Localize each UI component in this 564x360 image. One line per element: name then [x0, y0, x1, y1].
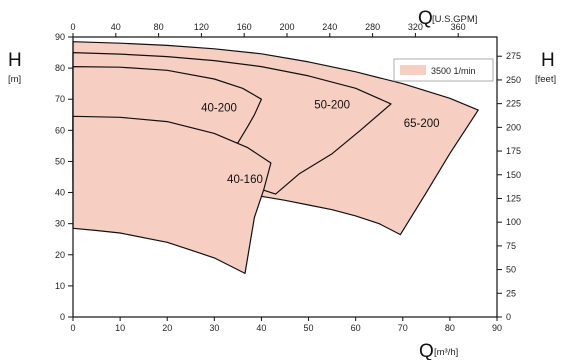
y2-tick-label: 250 [506, 75, 521, 85]
y2-tick-label: 175 [506, 146, 521, 156]
x2-tick-label: 240 [322, 22, 337, 32]
x-tick-label: 0 [70, 323, 75, 333]
y2-tick-label: 50 [506, 265, 516, 275]
y-tick-label: 10 [55, 281, 65, 291]
y-tick-label: 30 [55, 219, 65, 229]
y-tick-label: 40 [55, 188, 65, 198]
x-tick-label: 60 [351, 323, 361, 333]
x2-tick-label: 160 [237, 22, 252, 32]
x2-tick-label: 120 [194, 22, 209, 32]
y2-tick-label: 150 [506, 170, 521, 180]
pump-regions [72, 41, 479, 274]
y-tick-label: 80 [55, 63, 65, 73]
x-tick-label: 10 [115, 323, 125, 333]
plot-frame [72, 36, 498, 318]
y-axis-label-unit: [m] [8, 74, 21, 85]
x-tick-label: 50 [304, 323, 314, 333]
x-tick-label: 20 [162, 323, 172, 333]
x2-axis-label-unit: [U.S.GPM] [432, 14, 477, 25]
region-labels: 65-200 50-200 40-200 40-160 [201, 99, 439, 186]
x-tick-label: 70 [398, 323, 408, 333]
y-tick-label: 20 [55, 250, 65, 260]
x2-tick-label: 200 [279, 22, 294, 32]
x2-tick-label: 280 [365, 22, 380, 32]
y-axis-label-main: H [8, 50, 22, 71]
y2-tick-label: 0 [506, 312, 511, 322]
region-label-40-200: 40-200 [201, 103, 237, 115]
region-label-65-200: 65-200 [404, 118, 440, 130]
legend: 3500 1/min [393, 58, 494, 82]
y2-tick-label: 275 [506, 51, 521, 61]
y2-tick-label: 200 [506, 122, 521, 132]
x2-tick-label: 0 [70, 22, 75, 32]
x-tick-label: 80 [445, 323, 455, 333]
legend-label: 3500 1/min [431, 66, 476, 76]
x2-tick-label: 320 [408, 22, 423, 32]
y2-axis-label-main: H [541, 50, 555, 71]
x-axis-label-unit: [m³/h] [434, 347, 458, 358]
x-tick-label: 40 [256, 323, 266, 333]
x-axis-label-main: Q [419, 341, 434, 360]
y2-tick-label: 100 [506, 217, 521, 227]
y-tick-label: 0 [60, 312, 65, 322]
x2-axis-label-main: Q [418, 8, 433, 29]
y2-axis-label-unit: [feet] [535, 74, 556, 85]
y2-tick-label: 225 [506, 99, 521, 109]
y-tick-label: 60 [55, 125, 65, 135]
y-tick-label: 70 [55, 94, 65, 104]
legend-swatch [400, 65, 426, 75]
y-tick-label: 50 [55, 156, 65, 166]
y2-tick-label: 125 [506, 193, 521, 203]
region-label-50-200: 50-200 [314, 99, 350, 111]
x2-tick-label: 80 [154, 22, 164, 32]
x-tick-label: 30 [209, 323, 219, 333]
x-tick-label: 90 [492, 323, 502, 333]
x2-tick-label: 40 [111, 22, 121, 32]
y-tick-label: 90 [55, 32, 65, 42]
x2-tick-label: 360 [451, 22, 466, 32]
axis-ticks: 0 10 20 30 40 50 60 70 80 900 40 80 120 160 200 240 280 3… [55, 22, 521, 333]
y2-tick-label: 75 [506, 241, 516, 251]
y2-tick-label: 25 [506, 288, 516, 298]
region-label-40-160: 40-160 [227, 174, 263, 186]
legend-box [393, 58, 494, 82]
region-40-160 [72, 115, 272, 274]
